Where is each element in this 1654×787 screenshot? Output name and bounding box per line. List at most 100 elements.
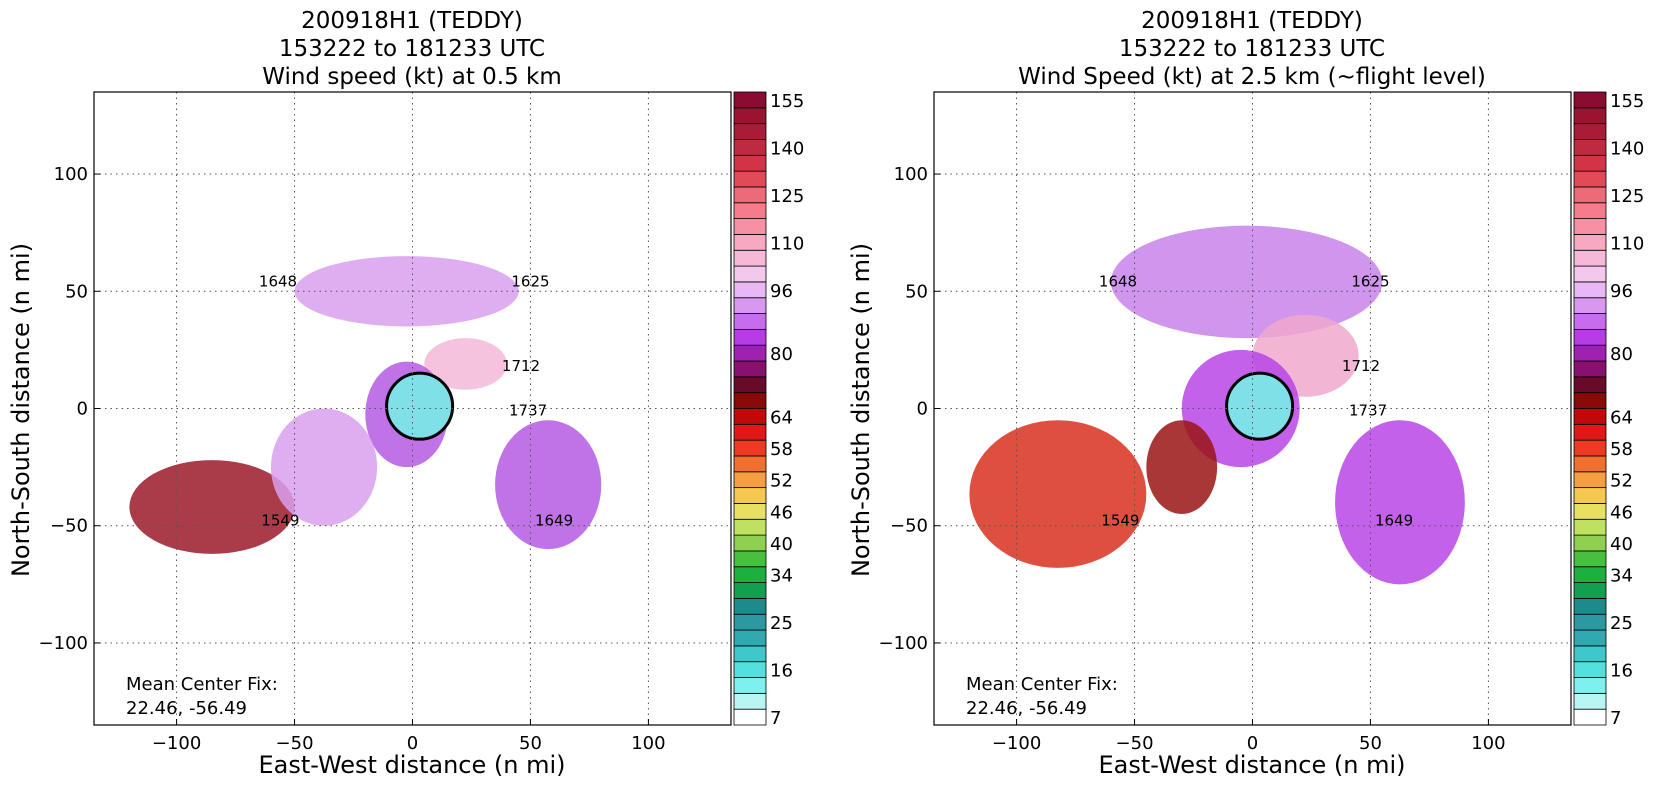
- y-tick-label: 0: [917, 399, 928, 420]
- flight-time-label: 1712: [502, 357, 540, 375]
- colorbar-segment: [1573, 281, 1607, 299]
- colorbar-segment: [1573, 534, 1607, 552]
- colorbar-segment: [1573, 202, 1607, 219]
- colorbar-segment: [733, 677, 767, 694]
- colorbar-segment: [733, 107, 767, 125]
- colorbar-segment: [733, 154, 767, 172]
- eye-region: [1225, 371, 1295, 441]
- colorbar-tick-label: 16: [1610, 661, 1633, 682]
- colorbar-segment: [733, 661, 767, 678]
- colorbar-segment: [1573, 629, 1607, 647]
- colorbar-segment: [733, 487, 767, 504]
- flight-time-label: 1649: [1375, 512, 1413, 530]
- colorbar-segment: [733, 534, 767, 552]
- colorbar-segment: [1573, 566, 1607, 583]
- colorbar-tick-label: 40: [1610, 534, 1633, 555]
- colorbar-segment: [1573, 518, 1607, 536]
- colorbar-segment: [733, 281, 767, 299]
- colorbar-tick-label: 125: [770, 186, 804, 207]
- flight-time-label: 1648: [1099, 273, 1137, 291]
- colorbar-segment: [733, 392, 767, 409]
- x-tick-label: −50: [1116, 733, 1154, 754]
- colorbar-segment: [733, 455, 767, 473]
- wind-field-region: [270, 408, 378, 526]
- wind-field-region: [1110, 225, 1383, 339]
- colorbar-segment: [733, 123, 767, 140]
- colorbar-tick-label: 25: [770, 613, 793, 634]
- colorbar-tick-label: 64: [770, 407, 793, 428]
- wind-speed-plot-area: −100 −50 0 50 100 −100 −50 0 50 100 1625 1648 1712 17…: [879, 91, 1572, 754]
- colorbar-segment: [733, 582, 767, 599]
- colorbar-segment: [1573, 313, 1607, 330]
- colorbar-segment: [1573, 455, 1607, 473]
- colorbar-segment: [1573, 297, 1607, 314]
- colorbar-tick-label: 58: [770, 439, 793, 460]
- colorbar-segment: [1573, 154, 1607, 172]
- x-axis-label: East-West distance (n mi): [258, 751, 565, 779]
- colorbar-segment: [1573, 423, 1607, 441]
- colorbar-segment: [1573, 487, 1607, 504]
- colorbar-segment: [733, 91, 767, 109]
- colorbar-segment: [733, 613, 767, 631]
- x-tick-label: −100: [992, 733, 1041, 754]
- eye-region: [385, 371, 455, 441]
- wind-field-region: [1335, 420, 1465, 585]
- colorbar-segment: [1573, 170, 1607, 188]
- plot-frame: [93, 91, 732, 726]
- x-tick-label: 100: [631, 733, 665, 754]
- x-tick-label: −100: [152, 733, 201, 754]
- wind-field-region: [424, 338, 507, 390]
- colorbar-segment: [733, 408, 767, 425]
- mean-center-fix-label: Mean Center Fix:: [126, 674, 278, 695]
- colorbar-tick-label: 80: [1610, 344, 1633, 365]
- flight-time-label: 1737: [1349, 402, 1387, 420]
- colorbar-segment: [1573, 218, 1607, 235]
- colorbar-segment: [1573, 328, 1607, 346]
- colorbar: 7 16 25 34 40 46 52 58 64 80 96 110 125 140 155: [1573, 91, 1644, 729]
- wind-field-region: [495, 420, 602, 550]
- colorbar-tick-label: 80: [770, 344, 793, 365]
- y-tick-label: 0: [77, 399, 88, 420]
- flight-time-label: 1712: [1342, 357, 1380, 375]
- y-tick-label: 50: [65, 281, 88, 302]
- colorbar-segment: [733, 629, 767, 647]
- colorbar-segment: [733, 566, 767, 583]
- x-axis-label: East-West distance (n mi): [1098, 751, 1405, 779]
- colorbar-segment: [733, 170, 767, 188]
- colorbar-segment: [1573, 139, 1607, 156]
- title-line-2: 153222 to 181233 UTC: [1119, 36, 1385, 62]
- title-line-3: Wind speed (kt) at 0.5 km: [262, 64, 562, 90]
- colorbar-tick-label: 58: [1610, 439, 1633, 460]
- colorbar-tick-label: 46: [770, 502, 793, 523]
- colorbar-segment: [1573, 376, 1607, 394]
- colorbar-tick-label: 110: [1610, 233, 1644, 254]
- colorbar-tick-label: 34: [1610, 566, 1633, 587]
- flight-time-label: 1649: [535, 512, 573, 530]
- colorbar-tick-label: 7: [770, 708, 781, 729]
- colorbar-segment: [1573, 186, 1607, 204]
- colorbar-segment: [733, 297, 767, 314]
- flight-time-label: 1549: [261, 512, 299, 530]
- flight-time-label: 1549: [1101, 512, 1139, 530]
- colorbar-tick-label: 7: [1610, 708, 1621, 729]
- mean-center-fix-label: Mean Center Fix:: [966, 674, 1118, 695]
- right-panel: 200918H1 (TEDDY) 153222 to 181233 UTC Wi…: [847, 8, 1644, 779]
- y-tick-label: 50: [905, 281, 928, 302]
- colorbar-segment: [733, 471, 767, 489]
- colorbar-segment: [733, 550, 767, 568]
- colorbar-segment: [733, 598, 767, 615]
- colorbar-tick-label: 155: [770, 91, 804, 112]
- left-panel: 200918H1 (TEDDY) 153222 to 181233 UTC Wi…: [7, 8, 804, 779]
- x-tick-label: −50: [276, 733, 314, 754]
- wind-speed-plot-area: −100 −50 0 50 100 −100 −50 0 50 100 1625 1648 1712 17…: [39, 91, 732, 754]
- mean-center-fix-value: 22.46, -56.49: [966, 698, 1087, 719]
- wind-field-region: [969, 420, 1147, 568]
- x-tick-label: 50: [519, 733, 542, 754]
- colorbar-tick-label: 125: [1610, 186, 1644, 207]
- wind-field-region: [294, 256, 519, 327]
- colorbar-tick-label: 110: [770, 233, 804, 254]
- colorbar-segment: [733, 265, 767, 283]
- y-axis-label: North-South distance (n mi): [7, 243, 35, 577]
- colorbar-segment: [1573, 392, 1607, 409]
- colorbar-segment: [733, 328, 767, 346]
